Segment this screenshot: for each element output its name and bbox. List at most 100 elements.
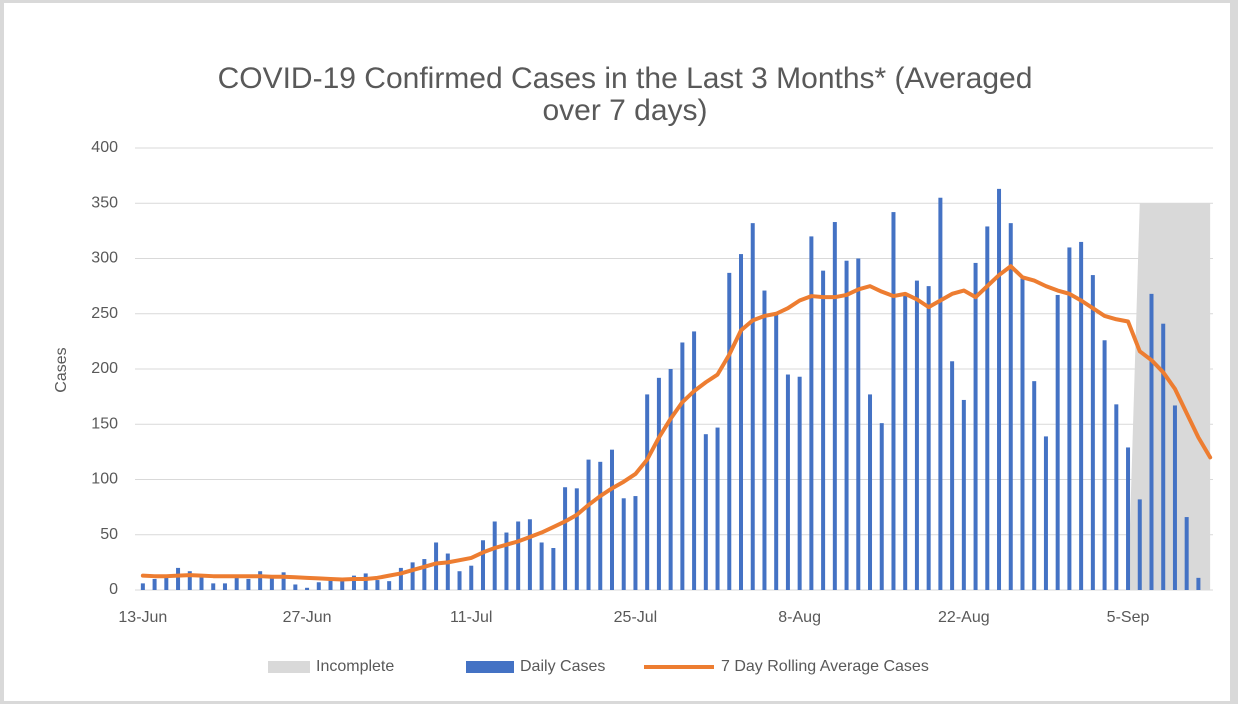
- bar: [844, 260, 849, 590]
- x-tick-label: 25-Jul: [614, 609, 658, 626]
- bar: [328, 578, 333, 590]
- bar: [222, 583, 227, 590]
- bar: [868, 394, 873, 590]
- bar: [1055, 294, 1060, 590]
- bar: [926, 286, 931, 590]
- bar: [539, 542, 544, 590]
- bar: [246, 578, 251, 590]
- legend-label: Incomplete: [316, 658, 394, 675]
- bar: [1020, 278, 1025, 590]
- bar: [551, 548, 556, 590]
- bar: [703, 434, 708, 590]
- bar: [645, 394, 650, 590]
- bar: [1137, 499, 1142, 590]
- bar: [375, 580, 380, 590]
- bar: [199, 574, 204, 590]
- bar: [152, 578, 157, 590]
- bar: [480, 540, 485, 590]
- bar: [1149, 293, 1154, 590]
- bar: [891, 212, 896, 590]
- y-tick-label: 200: [91, 360, 118, 377]
- y-tick-label: 400: [91, 139, 118, 156]
- bar: [950, 361, 955, 590]
- bar: [176, 567, 181, 590]
- bar: [1126, 447, 1131, 590]
- bar: [680, 342, 685, 590]
- bar: [797, 376, 802, 590]
- bar: [293, 584, 298, 590]
- bar: [621, 498, 626, 590]
- bar: [574, 488, 579, 590]
- bar: [1196, 577, 1201, 590]
- y-tick-label: 100: [91, 471, 118, 488]
- x-tick-label: 8-Aug: [778, 609, 821, 626]
- bar: [938, 197, 943, 590]
- line: [140, 264, 1213, 582]
- bar: [997, 188, 1002, 590]
- chart-title: COVID-19 Confirmed Cases in the Last 3 M…: [218, 62, 1033, 95]
- bar: [1079, 241, 1084, 591]
- bar: [410, 562, 415, 590]
- bar: [809, 236, 814, 590]
- bar: [961, 399, 966, 590]
- bar: [692, 331, 697, 590]
- bar: [750, 223, 755, 590]
- bar: [563, 487, 568, 590]
- bar: [234, 576, 239, 590]
- bar: [363, 573, 368, 590]
- bar: [492, 521, 497, 590]
- bar: [973, 262, 978, 590]
- bar: [821, 270, 826, 590]
- bar: [985, 226, 990, 590]
- bar: [140, 583, 145, 590]
- bar: [856, 258, 861, 590]
- legend-label: 7 Day Rolling Average Cases: [721, 658, 929, 675]
- bar: [914, 280, 919, 590]
- bar: [727, 272, 732, 590]
- bar: [903, 293, 908, 590]
- bar: [832, 222, 837, 590]
- bar: [398, 567, 403, 590]
- y-axis-label: Cases: [53, 347, 70, 392]
- x-tick-label: 22-Aug: [938, 609, 990, 626]
- bar: [1161, 323, 1166, 590]
- bar: [1090, 275, 1095, 590]
- bar: [739, 254, 744, 590]
- bar: [164, 576, 169, 590]
- bar: [762, 290, 767, 590]
- bar: [668, 369, 673, 590]
- bar: [1184, 517, 1189, 590]
- bar: [656, 377, 661, 590]
- bar: [457, 571, 462, 590]
- bar: [269, 576, 274, 590]
- bar: [434, 542, 439, 590]
- bar: [316, 582, 321, 590]
- chart-area: [4, 3, 1230, 701]
- bar: [609, 449, 614, 590]
- bar: [1043, 436, 1048, 590]
- chart-title: over 7 days): [542, 94, 707, 127]
- bar: [258, 571, 263, 590]
- legend-swatch: [466, 661, 514, 673]
- y-tick-label: 0: [109, 581, 118, 598]
- bar: [879, 423, 884, 590]
- bar: [305, 587, 310, 590]
- bar: [598, 461, 603, 590]
- x-tick-label: 5-Sep: [1107, 609, 1150, 626]
- x-tick-label: 27-Jun: [283, 609, 332, 626]
- legend-label: Daily Cases: [520, 658, 605, 675]
- bar: [422, 559, 427, 590]
- bar: [516, 521, 521, 590]
- bar: [211, 583, 216, 590]
- bar: [1008, 223, 1013, 590]
- bar: [774, 313, 779, 590]
- bar: [633, 496, 638, 590]
- bar: [469, 565, 474, 590]
- x-tick-label: 11-Jul: [450, 609, 492, 626]
- y-tick-label: 250: [91, 305, 118, 322]
- x-tick-label: 13-Jun: [118, 609, 167, 626]
- bar: [1102, 340, 1107, 590]
- bar: [527, 519, 532, 590]
- bar: [387, 581, 392, 590]
